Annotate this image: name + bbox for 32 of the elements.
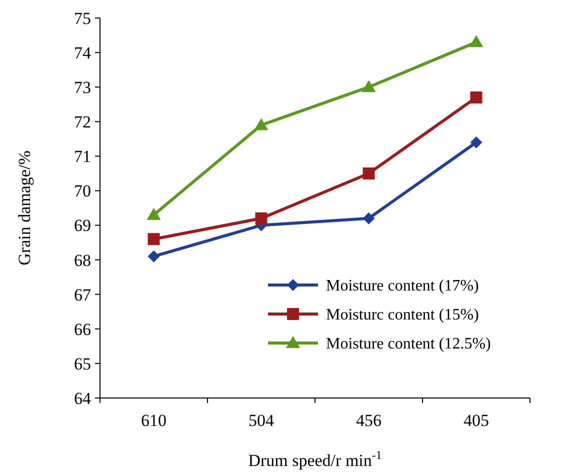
point (470, 136, 482, 148)
y-axis-title: Grain damage/% (15, 150, 34, 266)
point (254, 118, 268, 130)
y-tick-label: 73 (74, 78, 91, 98)
point (362, 212, 375, 224)
point (148, 233, 160, 246)
y-tick-label: 69 (74, 216, 91, 236)
y-tick-label: 65 (74, 354, 91, 374)
legend-label: Moisture content (17%) (326, 278, 479, 295)
x-axis-title: Drum speed/r min$^{-1}$ (248, 448, 382, 470)
x-tick-label: 504 (248, 411, 274, 430)
y-tick-label: 72 (74, 112, 91, 132)
x-tick-label: 456 (356, 411, 382, 430)
y-tick-label: 71 (74, 147, 91, 166)
x-tick-label: 405 (464, 411, 489, 430)
y-tick-label: 74 (74, 43, 92, 62)
y-tick-label: 68 (74, 250, 91, 270)
y-tick-label: 70 (74, 182, 91, 201)
y-tick-label: 67 (74, 285, 92, 304)
x-tick-label: 610 (141, 411, 166, 430)
y-tick-label: 64 (74, 388, 92, 408)
point (362, 167, 375, 180)
y-tick-label: 66 (74, 320, 91, 339)
point (362, 80, 376, 92)
point (470, 91, 482, 104)
point (255, 212, 268, 224)
point (469, 35, 484, 48)
y-tick-label: 75 (74, 8, 91, 28)
legend-label: Moisture content (12.5%) (326, 336, 491, 353)
legend-label: Moisturc content (15%) (326, 306, 479, 324)
point (148, 250, 160, 262)
point (146, 208, 161, 220)
